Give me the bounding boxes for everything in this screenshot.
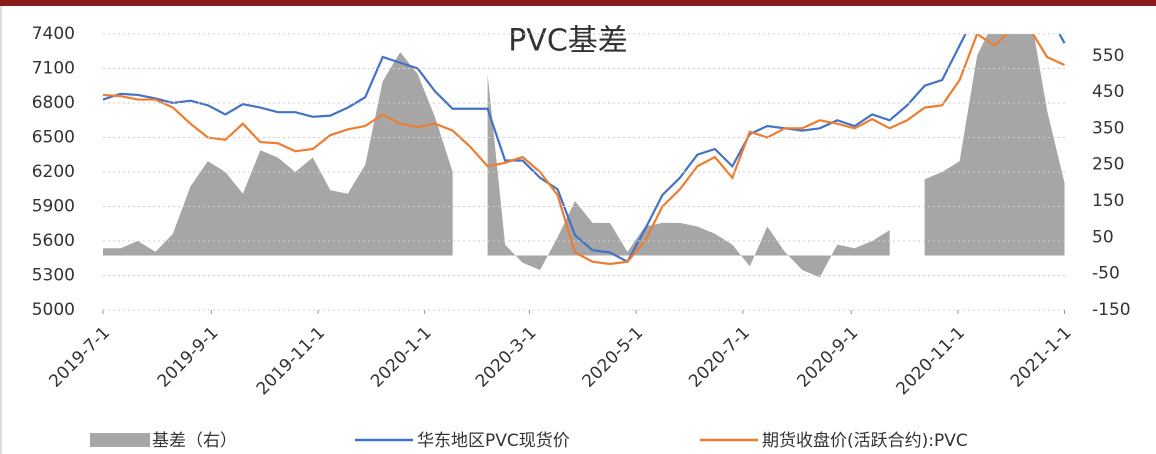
x-tick-label: 2019-9-1 [154,323,223,392]
x-tick-label: 2019-7-1 [45,323,114,392]
x-tick-label: 2021-1-1 [1007,323,1076,392]
x-tick-label: 2020-3-1 [472,323,541,392]
x-tick-label: 2020-1-1 [367,323,436,392]
y2-tick-label: -50 [1092,264,1120,284]
plot-area [103,34,1066,278]
y2-tick-label: 150 [1092,191,1124,211]
y2-tick-label: 450 [1092,82,1124,102]
chart-title: PVC基差 [508,24,628,59]
y2-tick-label: -150 [1092,300,1131,320]
y-tick-label: 6200 [32,162,75,182]
y2-tick-label: 50 [1092,227,1114,247]
y-tick-label: 7400 [32,24,75,44]
legend-label: 期货收盘价(活跃合约):PVC [762,431,968,451]
y-tick-label: 5900 [32,197,75,217]
y-tick-label: 5300 [32,266,75,286]
price-line [103,34,1066,264]
y-tick-label: 5600 [32,231,75,251]
x-tick-label: 2019-11-1 [253,323,329,399]
x-tick-label: 2020-7-1 [685,323,754,392]
y-tick-label: 6800 [32,93,75,113]
legend-label: 华东地区PVC现货价 [417,431,570,451]
price-line [103,34,1065,266]
y-tick-label: 5000 [32,300,75,320]
legend-swatch [90,433,150,447]
x-tick-label: 2020-11-1 [893,323,969,399]
y2-tick-label: 550 [1092,46,1124,66]
x-tick-label: 2020-9-1 [794,323,863,392]
y-tick-label: 6500 [32,128,75,148]
y2-tick-label: 350 [1092,118,1124,138]
legend-label: 基差（右） [152,431,237,451]
y-tick-label: 7100 [32,59,75,79]
top-bar [0,0,1156,6]
basis-area [103,34,1065,278]
y2-tick-label: 250 [1092,155,1124,175]
x-tick-label: 2020-5-1 [579,323,648,392]
